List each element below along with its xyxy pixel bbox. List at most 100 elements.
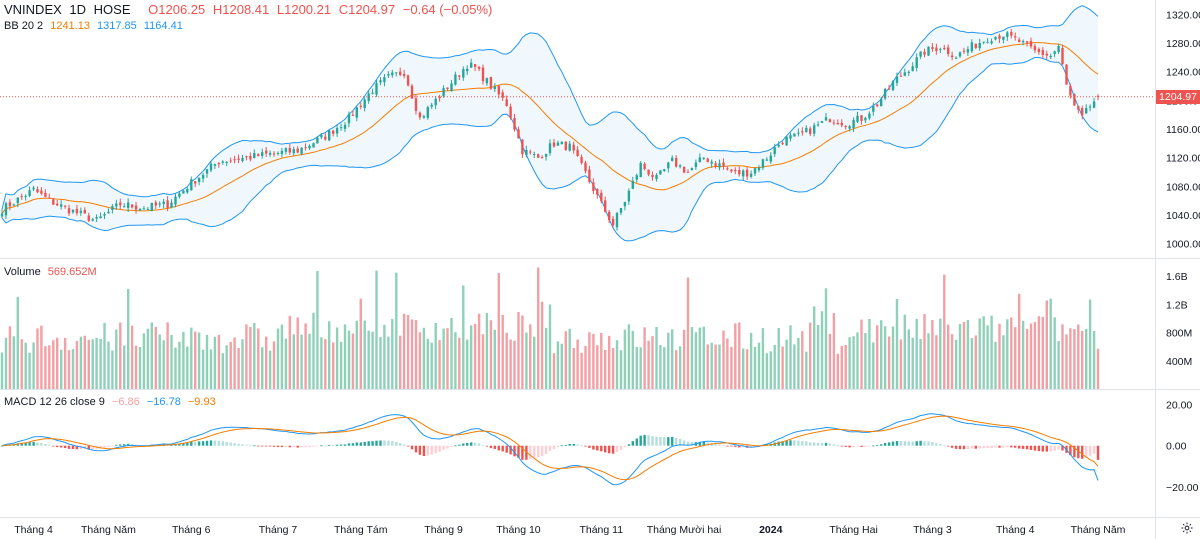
candle-body xyxy=(722,162,725,167)
macd-histogram-bar xyxy=(261,445,264,447)
volume-bar xyxy=(560,343,563,389)
volume-axis-label: 400M xyxy=(1166,356,1192,368)
volume-bar xyxy=(517,312,520,389)
macd-histogram-bar xyxy=(521,445,524,460)
macd-histogram-bar xyxy=(410,445,414,450)
candle-body xyxy=(915,57,918,68)
candle-body xyxy=(611,218,615,226)
candle-body xyxy=(1077,106,1080,110)
candle-body xyxy=(477,67,481,69)
candle-body xyxy=(111,206,114,210)
volume-bar xyxy=(615,340,619,389)
macd-histogram-bar xyxy=(726,445,729,447)
volume-bar xyxy=(320,337,323,389)
candle-body xyxy=(505,99,508,106)
candle-body xyxy=(0,213,4,217)
volume-bar xyxy=(213,336,217,389)
price-axis-label: 1280.00 xyxy=(1166,38,1200,50)
macd-histogram-bar xyxy=(813,442,816,446)
macd-histogram-bar xyxy=(990,445,993,449)
macd-histogram-bar xyxy=(505,445,508,453)
interval-label[interactable]: 1D xyxy=(69,2,87,17)
macd-histogram-bar xyxy=(1053,445,1056,451)
volume-bar xyxy=(324,339,327,389)
candle-body xyxy=(1081,108,1084,116)
candle-body xyxy=(572,144,575,151)
candle-body xyxy=(931,47,934,49)
candle-body xyxy=(962,50,966,52)
candle-body xyxy=(943,48,946,49)
volume-bar xyxy=(237,347,240,389)
volume-bar xyxy=(982,316,985,389)
macd-histogram-bar xyxy=(115,444,118,446)
macd-histogram-bar xyxy=(446,445,449,449)
volume-bar xyxy=(217,334,221,389)
candle-body xyxy=(24,196,27,198)
volume-bar xyxy=(935,335,938,389)
candle-body xyxy=(48,197,51,199)
volume-bar xyxy=(52,340,55,389)
volume-bar xyxy=(765,353,769,389)
candle-body xyxy=(312,143,315,148)
candle-body xyxy=(489,77,493,89)
volume-bar xyxy=(316,270,319,389)
time-axis-label: Tháng Hai xyxy=(829,524,877,536)
bollinger-upper-line xyxy=(1,5,1099,210)
macd-histogram-bar xyxy=(1025,445,1029,450)
macd-histogram-bar xyxy=(1049,445,1052,452)
volume-bar xyxy=(722,330,725,389)
last-price-tag: 1204.97 xyxy=(1156,89,1200,104)
volume-bar xyxy=(832,313,836,389)
volume-bar xyxy=(907,329,910,389)
volume-bar xyxy=(1069,328,1072,389)
candle-body xyxy=(777,144,780,147)
volume-bar xyxy=(505,332,508,389)
macd-histogram-bar xyxy=(525,445,528,460)
macd-histogram-bar xyxy=(241,444,244,446)
macd-legend[interactable]: MACD 12 26 close 9 −6.86 −16.78 −9.93 xyxy=(4,396,220,408)
volume-bar xyxy=(777,328,780,389)
macd-histogram-bar xyxy=(970,445,974,449)
volume-bar xyxy=(978,318,981,389)
volume-bar xyxy=(903,314,906,389)
price-axis-label: 1040.00 xyxy=(1166,210,1200,222)
candle-body xyxy=(28,190,31,196)
price-axis-label: 1320.00 xyxy=(1166,9,1200,21)
macd-histogram-bar xyxy=(477,443,481,446)
macd-histogram-bar xyxy=(560,445,563,447)
volume-bar xyxy=(265,336,268,389)
symbol-name[interactable]: VNINDEX xyxy=(4,2,62,17)
macd-histogram-bar xyxy=(190,441,193,446)
volume-bar xyxy=(714,344,717,389)
volume-bar xyxy=(276,328,280,389)
candle-body xyxy=(20,196,23,198)
bollinger-lower-line xyxy=(1,57,1099,242)
volume-bar xyxy=(718,344,721,389)
volume-legend[interactable]: Volume 569.652M xyxy=(4,266,101,278)
bollinger-legend[interactable]: BB 20 2 1241.13 1317.85 1164.41 xyxy=(4,20,187,32)
candle-body xyxy=(379,80,382,83)
time-axis-label: Tháng 10 xyxy=(496,524,541,536)
volume-bar xyxy=(753,346,757,389)
volume-bar xyxy=(1033,321,1037,389)
volume-bar xyxy=(367,330,370,389)
candle-body xyxy=(643,163,646,169)
macd-histogram-bar xyxy=(887,442,891,446)
volume-bar xyxy=(67,350,71,389)
volume-bar xyxy=(1006,319,1009,389)
volume-bar xyxy=(548,304,552,389)
macd-histogram-bar xyxy=(225,442,228,446)
volume-bar xyxy=(257,328,260,389)
macd-histogram-bar xyxy=(568,444,571,446)
volume-bar xyxy=(32,342,35,389)
candle-body xyxy=(284,148,288,152)
candle-body xyxy=(119,202,122,206)
gear-icon[interactable] xyxy=(1180,521,1194,535)
macd-line-value: −16.78 xyxy=(146,396,181,408)
macd-histogram-bar xyxy=(943,444,946,446)
macd-histogram-bar xyxy=(675,438,678,446)
macd-histogram-bar xyxy=(556,445,560,447)
candle-body xyxy=(343,124,347,129)
candle-body xyxy=(178,193,181,197)
